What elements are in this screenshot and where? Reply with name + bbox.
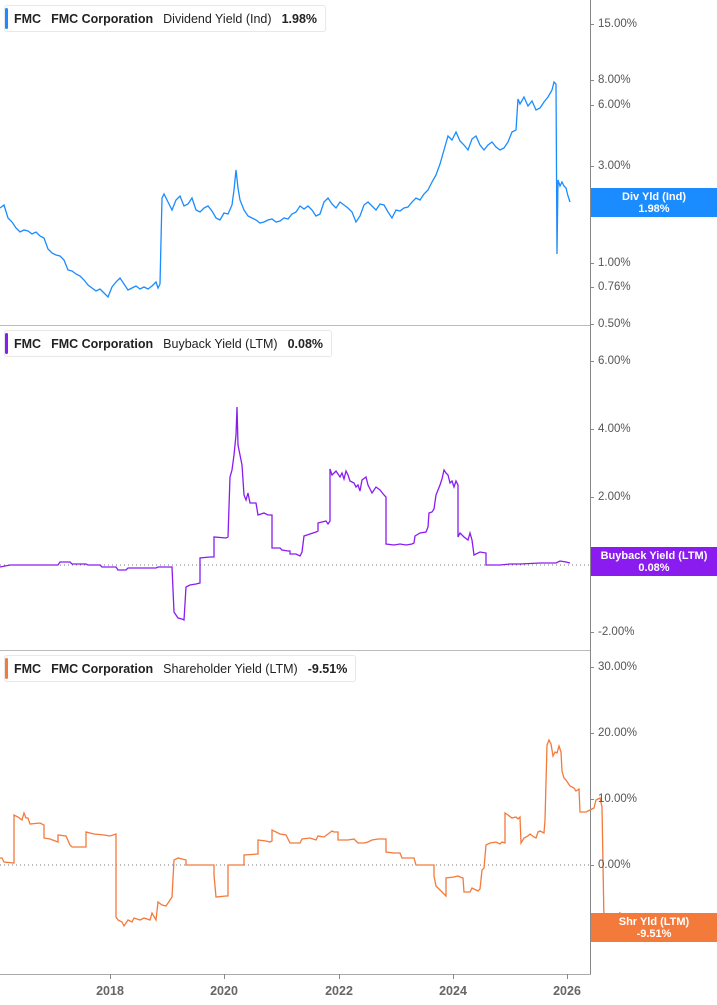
- badge-label: Shr Yld (LTM): [618, 915, 690, 928]
- current-value-badge: Shr Yld (LTM) -9.51%: [591, 913, 717, 942]
- y-tick-label: 2.00%: [598, 491, 631, 503]
- y-tick: [591, 497, 594, 498]
- y-tick-label: 3.00%: [598, 160, 631, 172]
- panel-divider: [0, 325, 590, 326]
- y-tick-label: 4.00%: [598, 423, 631, 435]
- current-value-badge: Div Yld (Ind) 1.98%: [591, 188, 717, 217]
- y-tick: [591, 865, 594, 866]
- legend-ticker: FMC: [14, 336, 42, 351]
- y-tick: [591, 429, 594, 430]
- legend-company: FMC Corporation: [51, 661, 154, 676]
- y-tick: [591, 799, 594, 800]
- x-tick-label: 2020: [210, 984, 238, 998]
- y-tick: [591, 105, 594, 106]
- buyback-yield-legend[interactable]: FMC FMC Corporation Buyback Yield (LTM) …: [4, 330, 333, 357]
- x-tick: [453, 974, 454, 979]
- y-tick: [591, 80, 594, 81]
- shareholder-yield-panel: FMC FMC Corporation Shareholder Yield (L…: [0, 650, 717, 975]
- y-tick-label: 10.00%: [598, 793, 638, 805]
- x-tick-label: 2022: [325, 984, 353, 998]
- x-tick: [110, 974, 111, 979]
- legend-value: 1.98%: [281, 11, 318, 26]
- dividend-yield-legend[interactable]: FMC FMC Corporation Dividend Yield (Ind)…: [4, 5, 327, 32]
- legend-value: -9.51%: [307, 661, 348, 676]
- y-tick-label: 30.00%: [598, 661, 638, 673]
- y-tick-label: 0.50%: [598, 318, 631, 330]
- y-tick: [591, 361, 594, 362]
- x-tick: [567, 974, 568, 979]
- badge-value: 0.08%: [638, 561, 670, 574]
- shareholder-yield-line: [0, 738, 621, 933]
- series-color-swatch: [5, 8, 8, 29]
- y-tick: [591, 667, 594, 668]
- x-tick: [224, 974, 225, 979]
- dividend-yield-panel: FMC FMC Corporation Dividend Yield (Ind)…: [0, 0, 717, 330]
- y-tick-label: 15.00%: [598, 18, 638, 30]
- legend-metric: Buyback Yield (LTM): [163, 336, 278, 351]
- x-tick-label: 2024: [439, 984, 467, 998]
- current-value-badge: Buyback Yield (LTM) 0.08%: [591, 547, 717, 576]
- legend-company: FMC Corporation: [51, 11, 154, 26]
- y-tick-label: 0.00%: [598, 859, 631, 871]
- y-tick-label: 0.76%: [598, 281, 631, 293]
- legend-ticker: FMC: [14, 661, 42, 676]
- y-tick-label: 20.00%: [598, 727, 638, 739]
- badge-value: 1.98%: [638, 202, 670, 215]
- x-axis-line: [0, 974, 591, 975]
- dividend-yield-line: [0, 80, 571, 299]
- y-tick: [591, 166, 594, 167]
- y-tick: [591, 733, 594, 734]
- x-tick: [339, 974, 340, 979]
- legend-value: 0.08%: [287, 336, 324, 351]
- y-tick-label: -2.00%: [598, 626, 635, 638]
- y-axis-line: [590, 0, 591, 975]
- series-color-swatch: [5, 333, 8, 354]
- y-tick: [591, 24, 594, 25]
- legend-company: FMC Corporation: [51, 336, 154, 351]
- legend-ticker: FMC: [14, 11, 42, 26]
- y-tick-label: 6.00%: [598, 99, 631, 111]
- shareholder-yield-legend[interactable]: FMC FMC Corporation Shareholder Yield (L…: [4, 655, 357, 682]
- x-tick-label: 2026: [553, 984, 581, 998]
- buyback-yield-line: [0, 406, 590, 622]
- y-tick-label: 1.00%: [598, 257, 631, 269]
- badge-label: Div Yld (Ind): [622, 190, 686, 203]
- y-tick: [591, 263, 594, 264]
- buyback-yield-panel: FMC FMC Corporation Buyback Yield (LTM) …: [0, 325, 717, 650]
- y-tick: [591, 324, 594, 325]
- panel-divider: [0, 650, 590, 651]
- y-tick: [591, 287, 594, 288]
- legend-metric: Shareholder Yield (LTM): [163, 661, 298, 676]
- badge-label: Buyback Yield (LTM): [600, 549, 708, 562]
- x-tick-label: 2018: [96, 984, 124, 998]
- y-tick: [591, 632, 594, 633]
- series-color-swatch: [5, 658, 8, 679]
- y-tick-label: 8.00%: [598, 74, 631, 86]
- badge-value: -9.51%: [636, 927, 672, 940]
- legend-metric: Dividend Yield (Ind): [163, 11, 272, 26]
- y-tick-label: 6.00%: [598, 355, 631, 367]
